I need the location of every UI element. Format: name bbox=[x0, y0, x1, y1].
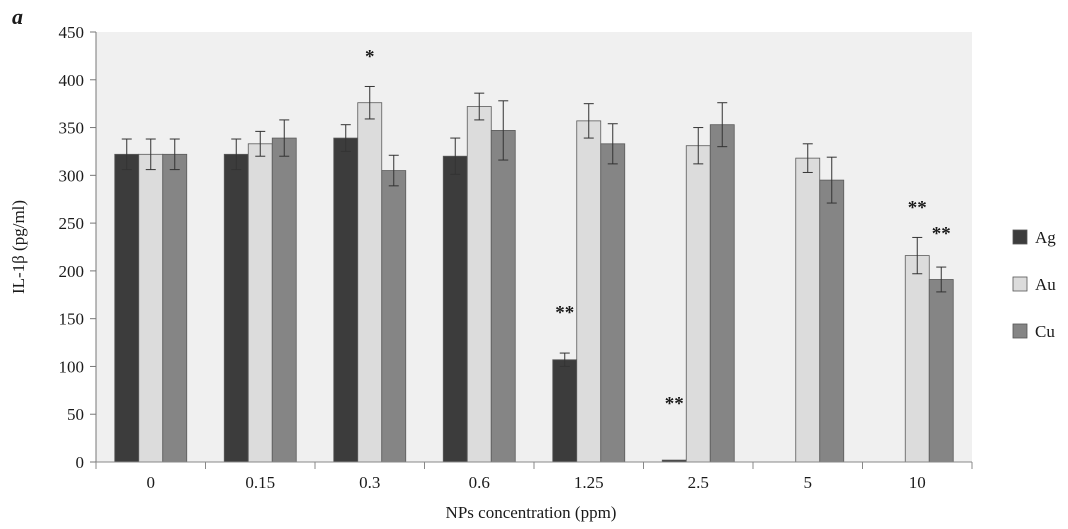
y-axis-title: IL-1β (pg/ml) bbox=[9, 200, 28, 294]
bar-au-0.3 bbox=[357, 102, 383, 463]
bar-au-0.6 bbox=[466, 106, 492, 463]
legend-label-cu: Cu bbox=[1035, 322, 1055, 341]
y-tick-label: 400 bbox=[59, 71, 85, 90]
bar-ag-0.6 bbox=[442, 155, 468, 463]
error-bar-ag-1.25 bbox=[559, 352, 570, 367]
error-bar-cu-0.6 bbox=[498, 100, 509, 161]
x-tick-label: 0.3 bbox=[359, 473, 380, 492]
y-tick-label: 0 bbox=[76, 453, 85, 472]
bar-cu-0.15 bbox=[271, 137, 297, 463]
bar-ag-1.25 bbox=[552, 359, 578, 463]
legend-swatch-ag bbox=[1012, 229, 1028, 245]
y-tick-label: 250 bbox=[59, 214, 85, 233]
x-tick-label: 1.25 bbox=[574, 473, 604, 492]
y-tick-label: 150 bbox=[59, 310, 85, 329]
error-bar-au-0 bbox=[145, 138, 156, 171]
bar-ag-0.3 bbox=[333, 137, 359, 463]
error-bar-au-0.15 bbox=[255, 130, 266, 157]
bar-au-5 bbox=[795, 157, 821, 463]
y-tick-label: 200 bbox=[59, 262, 85, 281]
x-tick-label: 0.6 bbox=[469, 473, 490, 492]
bar-cu-10 bbox=[928, 279, 954, 463]
significance-marker: ** bbox=[932, 223, 951, 244]
error-bar-cu-1.25 bbox=[607, 123, 618, 165]
bar-cu-1.25 bbox=[600, 143, 626, 463]
bar-au-0 bbox=[138, 153, 164, 463]
legend: Ag Au Cu bbox=[1012, 228, 1056, 341]
bar-cu-0.6 bbox=[490, 130, 516, 463]
y-tick-label: 50 bbox=[67, 405, 84, 424]
bar-au-2.5 bbox=[685, 145, 711, 463]
bar-cu-2.5 bbox=[709, 124, 735, 463]
bar-cu-5 bbox=[819, 179, 845, 463]
error-bar-au-10 bbox=[912, 236, 923, 275]
error-bar-au-0.3 bbox=[364, 85, 375, 120]
x-tick-label: 5 bbox=[804, 473, 813, 492]
legend-label-ag: Ag bbox=[1035, 228, 1056, 247]
bar-au-1.25 bbox=[576, 120, 602, 463]
error-bar-au-5 bbox=[802, 143, 813, 173]
error-bar-cu-5 bbox=[826, 156, 837, 204]
y-tick-label: 100 bbox=[59, 357, 85, 376]
significance-marker: ** bbox=[665, 393, 684, 414]
bar-au-0.15 bbox=[247, 143, 273, 463]
error-bar-au-2.5 bbox=[693, 127, 704, 165]
y-tick-label: 450 bbox=[59, 23, 85, 42]
bar-cu-0 bbox=[162, 153, 188, 463]
significance-marker: ** bbox=[908, 198, 927, 219]
error-bar-cu-0 bbox=[169, 138, 180, 171]
error-bar-cu-0.15 bbox=[279, 119, 290, 157]
x-tick-label: 2.5 bbox=[688, 473, 709, 492]
error-bar-cu-2.5 bbox=[717, 102, 728, 148]
significance-marker: ** bbox=[555, 303, 574, 324]
error-bar-cu-10 bbox=[936, 266, 947, 293]
error-bar-ag-0 bbox=[121, 138, 132, 171]
error-bar-cu-0.3 bbox=[388, 154, 399, 187]
x-tick-label: 0 bbox=[147, 473, 156, 492]
legend-label-au: Au bbox=[1035, 275, 1056, 294]
x-tick-label: 10 bbox=[909, 473, 926, 492]
y-tick-label: 300 bbox=[59, 166, 85, 185]
bar-ag-0 bbox=[114, 153, 140, 463]
x-axis-title: NPs concentration (ppm) bbox=[446, 503, 617, 522]
error-bar-ag-0.15 bbox=[231, 138, 242, 171]
x-tick-label: 0.15 bbox=[245, 473, 275, 492]
legend-swatch-cu bbox=[1012, 323, 1028, 339]
bar-au-10 bbox=[904, 255, 930, 463]
error-bar-au-0.6 bbox=[474, 92, 485, 121]
legend-swatch-au bbox=[1012, 276, 1028, 292]
error-bar-ag-0.6 bbox=[450, 137, 461, 175]
significance-marker: * bbox=[365, 47, 375, 68]
error-bar-au-1.25 bbox=[583, 103, 594, 139]
bar-cu-0.3 bbox=[381, 170, 407, 463]
error-bar-ag-0.3 bbox=[340, 124, 351, 152]
bar-ag-0.15 bbox=[223, 153, 249, 463]
panel-label: a bbox=[12, 4, 23, 29]
y-tick-label: 350 bbox=[59, 119, 85, 138]
